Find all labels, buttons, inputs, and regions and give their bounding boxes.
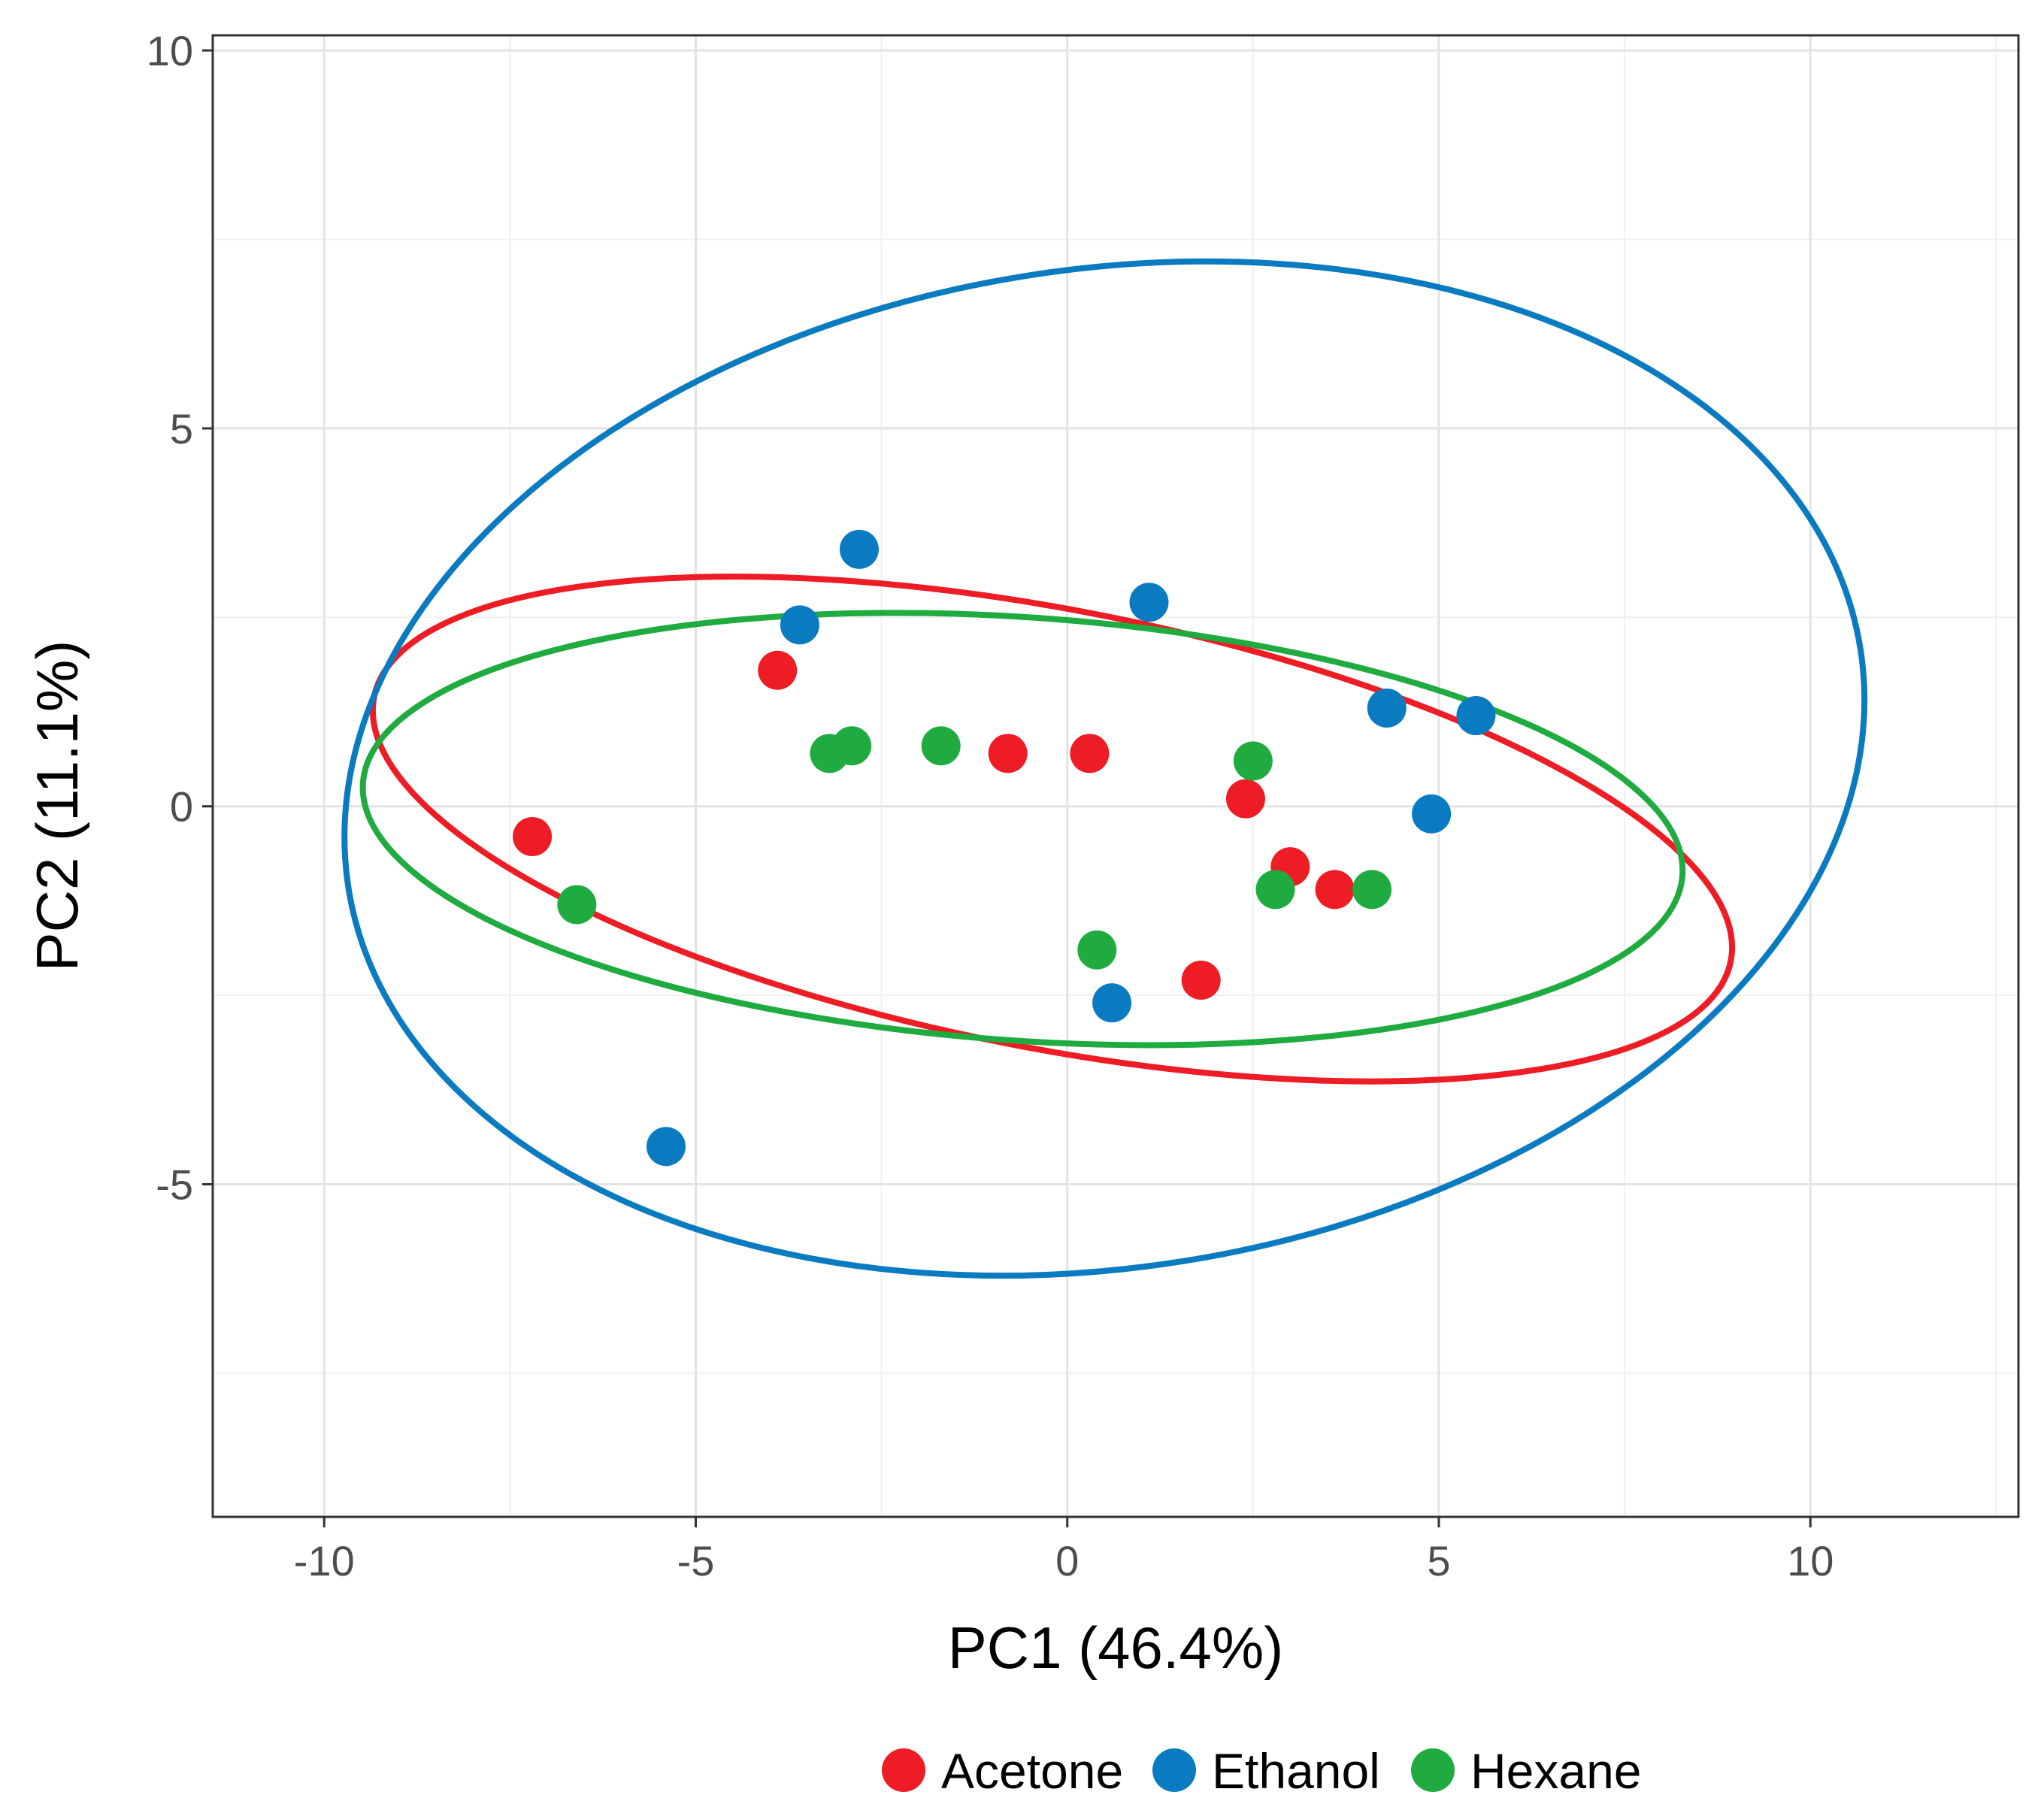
legend: Acetone Ethanol Hexane xyxy=(882,1743,1642,1799)
ellipse-ethanol xyxy=(341,258,1868,1279)
ellipse-hexane xyxy=(359,610,1686,1049)
grid xyxy=(213,35,2018,1517)
point-acetone xyxy=(988,734,1028,773)
y-tick-label: 5 xyxy=(170,405,193,453)
x-axis-title: PC1 (46.4%) xyxy=(948,1615,1284,1681)
legend-label-hexane: Hexane xyxy=(1470,1743,1642,1799)
point-acetone xyxy=(1181,961,1221,1000)
point-acetone xyxy=(758,650,798,690)
point-ethanol xyxy=(646,1127,686,1167)
point-hexane xyxy=(832,726,872,766)
x-tick-label: -5 xyxy=(677,1537,715,1585)
legend-key-acetone xyxy=(882,1748,925,1792)
point-ethanol xyxy=(1412,794,1452,834)
y-tick-label: -5 xyxy=(156,1161,193,1209)
point-ethanol xyxy=(1092,983,1132,1023)
point-hexane xyxy=(921,726,961,766)
point-acetone xyxy=(1070,734,1110,773)
point-hexane xyxy=(557,885,597,925)
x-tick-label: 0 xyxy=(1055,1537,1079,1585)
point-hexane xyxy=(1077,930,1117,970)
x-tick-label: 5 xyxy=(1427,1537,1450,1585)
point-ethanol xyxy=(1129,583,1169,622)
legend-label-acetone: Acetone xyxy=(941,1743,1123,1799)
plot-panel-border xyxy=(211,34,2020,1518)
point-acetone xyxy=(1315,870,1355,910)
point-hexane xyxy=(1233,741,1273,781)
data-points xyxy=(513,529,1496,1167)
confidence-ellipses xyxy=(341,258,1868,1279)
legend-key-ethanol xyxy=(1152,1748,1196,1792)
point-ethanol xyxy=(839,529,879,569)
point-ethanol xyxy=(780,605,819,645)
y-tick-label: 0 xyxy=(170,783,193,831)
point-hexane xyxy=(1352,870,1392,910)
point-hexane xyxy=(1255,870,1295,910)
point-acetone xyxy=(1225,779,1265,819)
x-tick-label: -10 xyxy=(294,1537,355,1585)
point-ethanol xyxy=(1367,688,1407,728)
point-acetone xyxy=(513,816,553,856)
legend-key-hexane xyxy=(1411,1748,1455,1792)
y-axis-title: PC2 (11.1%) xyxy=(24,640,90,972)
x-tick-label: 10 xyxy=(1787,1537,1834,1585)
axes: -10 -5 0 5 10 -5 0 5 10 xyxy=(147,27,2020,1585)
legend-label-ethanol: Ethanol xyxy=(1212,1743,1380,1799)
point-ethanol xyxy=(1456,696,1496,736)
y-tick-label: 10 xyxy=(147,27,193,74)
